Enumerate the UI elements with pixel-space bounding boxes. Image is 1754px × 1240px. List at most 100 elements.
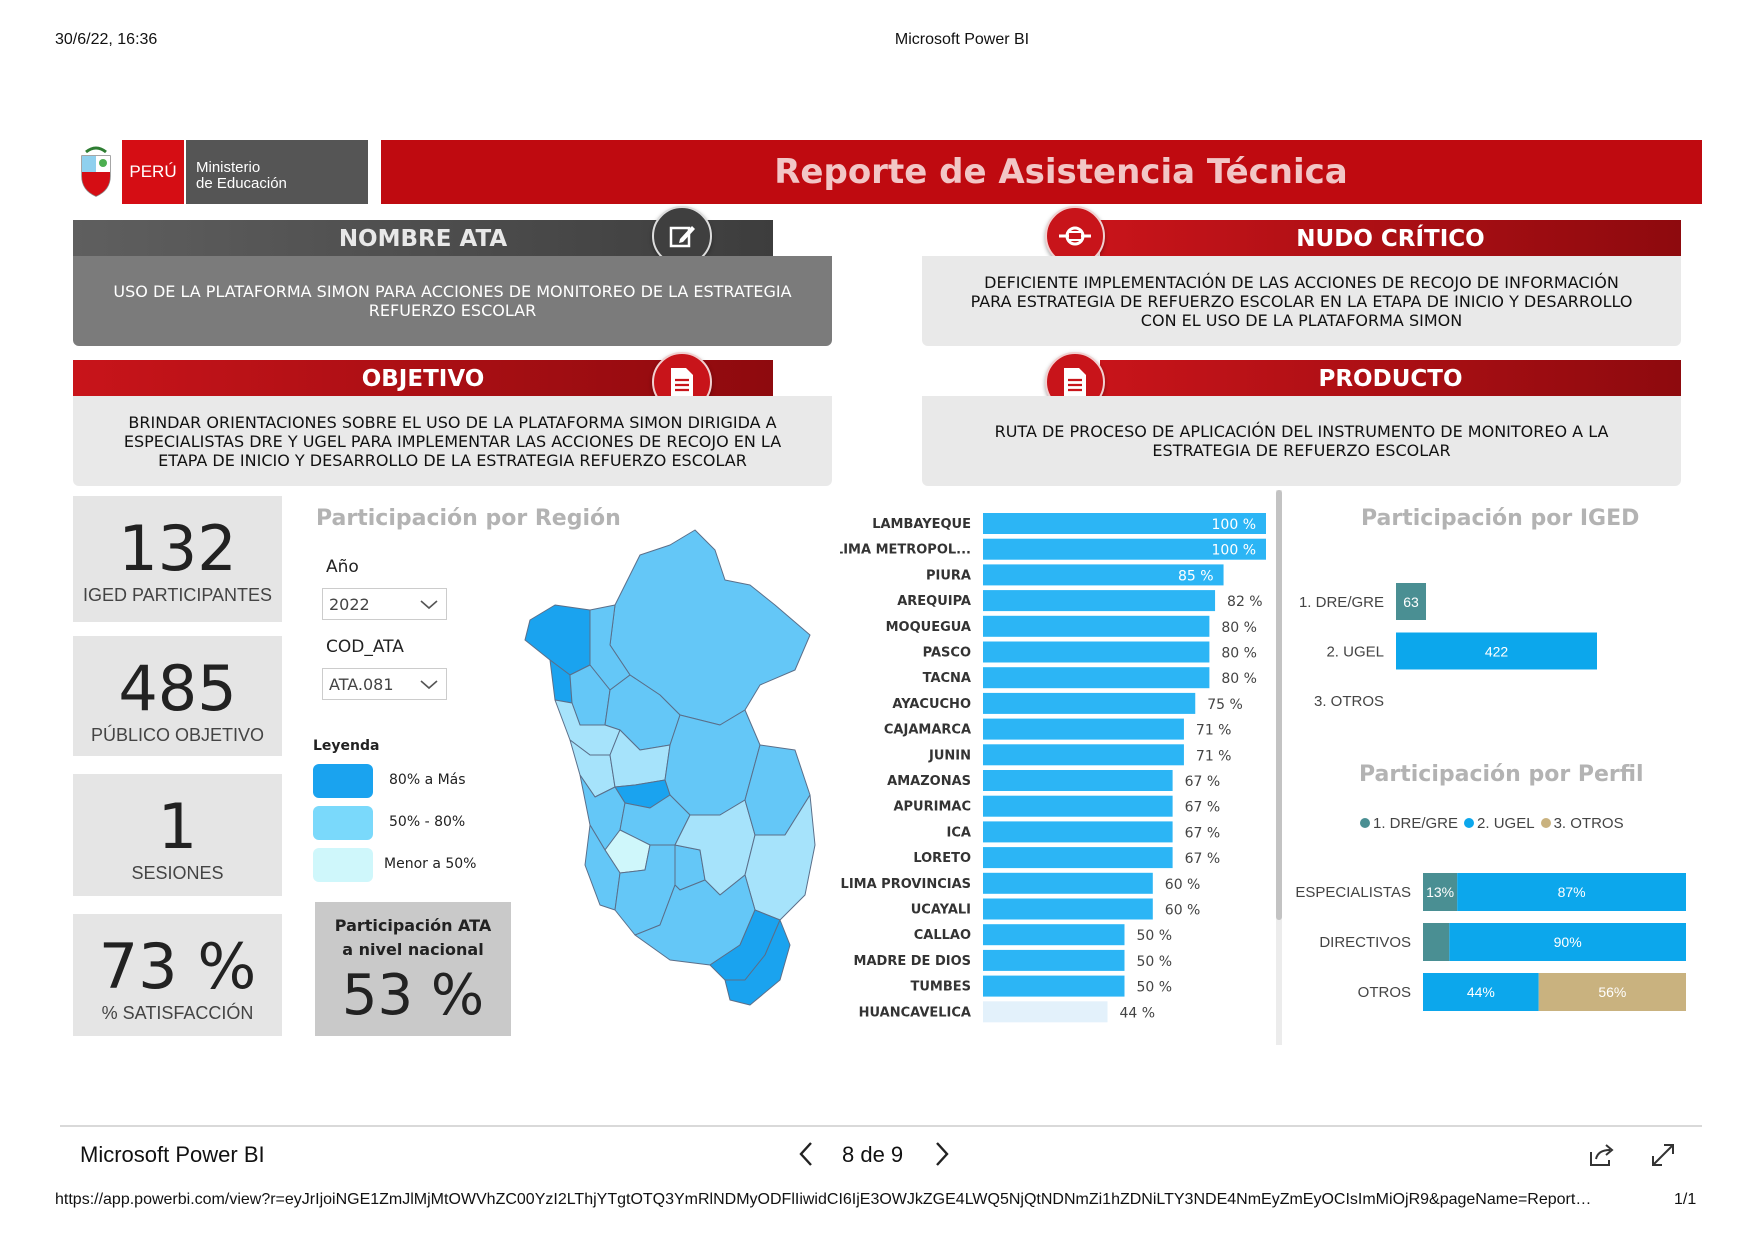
national-participation-card: Participación ATA a nivel nacional 53 % bbox=[315, 902, 511, 1036]
year-slicer-label: Año bbox=[326, 557, 359, 577]
bar-value-label: 75 % bbox=[1207, 697, 1243, 713]
iged-bar bbox=[1396, 632, 1597, 670]
kpi-label: PÚBLICO OBJETIVO bbox=[90, 725, 265, 745]
perfil-legend: 1. DRE/GRE 2. UGEL 3. OTROS bbox=[1360, 815, 1624, 832]
bar-value-label: 71 % bbox=[1196, 723, 1232, 739]
bar-category-label: CALLAO bbox=[914, 928, 971, 943]
peru-region-map[interactable] bbox=[510, 525, 850, 1025]
legend-label-mid: 50% - 80% bbox=[389, 814, 466, 830]
chart-scrollbar-thumb[interactable] bbox=[1276, 490, 1282, 920]
bar-category-label: LIMA PROVINCIAS bbox=[841, 877, 971, 892]
perfil-segment bbox=[1457, 873, 1686, 911]
bar-category-label: LIMA METROPOL... bbox=[840, 543, 971, 558]
bar bbox=[983, 590, 1216, 612]
footer-app-title: Microsoft Power BI bbox=[80, 1142, 265, 1167]
bar-value-label: 60 % bbox=[1165, 903, 1201, 919]
kpi-value: 485 bbox=[118, 652, 237, 725]
bar-value-label: 67 % bbox=[1185, 774, 1221, 790]
perfil-segment-label: 90% bbox=[1554, 934, 1582, 950]
kpi-value: 1 bbox=[157, 790, 198, 863]
legend-swatch-mid bbox=[313, 806, 373, 840]
bar-value-label: 44 % bbox=[1120, 1005, 1156, 1021]
kpi-value: 73 % bbox=[98, 930, 257, 1003]
ministry-brand: Ministerio de Educación bbox=[186, 140, 368, 204]
bar-value-label: 82 % bbox=[1227, 594, 1263, 610]
bar-value-label: 80 % bbox=[1221, 646, 1257, 662]
report-title: Reporte de Asistencia Técnica bbox=[774, 152, 1348, 192]
iged-bar-chart[interactable]: 1. DRE/GRE 63 2. UGEL 422 3. OTROS bbox=[1290, 578, 1620, 728]
region-bar-chart[interactable]: LAMBAYEQUE 100 % LIMA METROPOL... 100 % PIUR… bbox=[840, 505, 1280, 1025]
bar-value-label: 50 % bbox=[1137, 928, 1173, 944]
kpi-card-iged: 132 IGED PARTICIPANTES bbox=[73, 496, 282, 622]
bar-category-label: AREQUIPA bbox=[897, 594, 971, 609]
national-value: 53 % bbox=[341, 963, 485, 1028]
iged-value-label: 422 bbox=[1485, 644, 1509, 660]
bar bbox=[983, 538, 1266, 560]
perfil-segment bbox=[1449, 923, 1686, 961]
perfil-stacked-bar-chart[interactable]: ESPECIALISTAS 13% 87% DIRECTIVOS 90% OTROS 44%… bbox=[1290, 870, 1700, 1020]
bar-value-label: 50 % bbox=[1137, 980, 1173, 996]
page-indicator: 8 de 9 bbox=[842, 1142, 904, 1167]
bar-category-label: AMAZONAS bbox=[887, 774, 971, 789]
bar-value-label: 80 % bbox=[1221, 671, 1257, 687]
share-icon bbox=[1590, 1144, 1614, 1166]
legend-swatch-high bbox=[313, 764, 373, 798]
iged-chart-title: Participación por IGED bbox=[1361, 506, 1640, 531]
bar bbox=[983, 1001, 1108, 1023]
legend-dot bbox=[1540, 818, 1551, 828]
bar-category-label: HUANCAVELICA bbox=[859, 1005, 971, 1020]
codata-dropdown[interactable]: ATA.081 bbox=[322, 668, 447, 700]
bar-category-label: APURIMAC bbox=[893, 800, 971, 815]
kpi-card-publico: 485 PÚBLICO OBJETIVO bbox=[73, 636, 282, 756]
bar bbox=[983, 975, 1125, 997]
next-page-button[interactable] bbox=[932, 1140, 952, 1172]
print-title: Microsoft Power BI bbox=[894, 31, 1030, 48]
kpi-label: IGED PARTICIPANTES bbox=[82, 585, 273, 605]
iged-bar bbox=[1396, 583, 1427, 620]
region-chart-title: Participación por Región bbox=[316, 506, 621, 531]
chevron-left-icon bbox=[799, 1142, 812, 1166]
iged-category-label: 1. DRE/GRE bbox=[1299, 594, 1384, 611]
ministry-line1: Ministerio bbox=[196, 159, 261, 176]
perfil-segment-label: 44% bbox=[1467, 984, 1495, 1000]
bar-category-label: AYACUCHO bbox=[892, 697, 971, 712]
fullscreen-button[interactable] bbox=[1650, 1142, 1676, 1172]
footer-divider bbox=[60, 1125, 1702, 1127]
national-title-line2: a nivel nacional bbox=[342, 940, 484, 959]
year-dropdown[interactable]: 2022 bbox=[322, 588, 447, 620]
bar bbox=[983, 692, 1196, 714]
bar-value-label: 60 % bbox=[1165, 877, 1201, 893]
legend-item-otros: 3. OTROS bbox=[1540, 815, 1624, 832]
perfil-segment-label: 56% bbox=[1598, 984, 1626, 1000]
legend-label-high: 80% a Más bbox=[389, 772, 466, 788]
bar-category-label: ICA bbox=[947, 825, 971, 840]
nudo-critico-header: NUDO CRÍTICO bbox=[1100, 220, 1681, 256]
share-button[interactable] bbox=[1588, 1142, 1616, 1172]
map-region-arequipa bbox=[634, 874, 756, 966]
bar-value-label: 80 % bbox=[1221, 620, 1257, 636]
bar-value-label: 100 % bbox=[1212, 517, 1256, 533]
bar bbox=[983, 615, 1210, 637]
perfil-category-label: ESPECIALISTAS bbox=[1295, 884, 1411, 901]
chart-scrollbar-track[interactable] bbox=[1276, 490, 1282, 1045]
kpi-label: % SATISFACCIÓN bbox=[101, 1003, 254, 1023]
bar-value-label: 67 % bbox=[1185, 851, 1221, 867]
perfil-segment bbox=[1423, 873, 1458, 911]
legend-label: 2. UGEL bbox=[1477, 815, 1535, 832]
bar-value-label: 85 % bbox=[1178, 568, 1214, 584]
bar bbox=[983, 872, 1153, 894]
producto-body: RUTA DE PROCESO DE APLICACIÓN DEL INSTRU… bbox=[922, 396, 1681, 486]
bar-category-label: CAJAMARCA bbox=[884, 723, 971, 738]
prev-page-button[interactable] bbox=[796, 1140, 816, 1172]
bar-category-label: PASCO bbox=[923, 646, 971, 661]
chevron-right-icon bbox=[936, 1142, 949, 1166]
bar bbox=[983, 667, 1210, 689]
producto-header: PRODUCTO bbox=[1100, 360, 1681, 396]
legend-label: 1. DRE/GRE bbox=[1373, 815, 1459, 832]
perfil-segment-label: 13% bbox=[1426, 884, 1454, 900]
kpi-value: 132 bbox=[118, 512, 237, 585]
bar-value-label: 71 % bbox=[1196, 748, 1232, 764]
iged-category-label: 3. OTROS bbox=[1314, 693, 1384, 710]
kpi-card-satisfaccion: 73 % % SATISFACCIÓN bbox=[73, 914, 282, 1036]
bar-category-label: LAMBAYEQUE bbox=[872, 517, 971, 532]
